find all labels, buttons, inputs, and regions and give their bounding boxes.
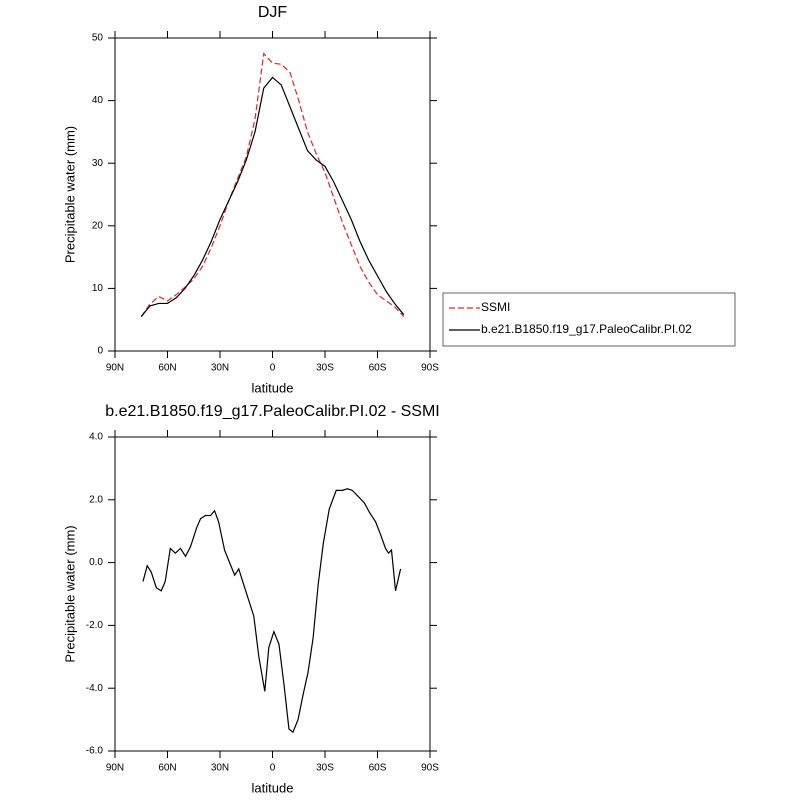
y-tick-label: 4.0 xyxy=(89,432,103,443)
y-tick-label: 30 xyxy=(92,158,104,169)
x-tick-label: 30N xyxy=(211,363,229,374)
y-tick-label: 10 xyxy=(92,283,104,294)
x-tick-label: 30N xyxy=(211,763,229,774)
x-tick-label: 0 xyxy=(270,363,276,374)
x-tick-label: 90N xyxy=(106,763,124,774)
chart-title: b.e21.B1850.f19_g17.PaleoCalibr.PI.02 - … xyxy=(105,403,439,420)
x-tick-label: 90N xyxy=(106,363,124,374)
data-line xyxy=(140,52,405,317)
legend-label: b.e21.B1850.f19_g17.PaleoCalibr.PI.02 xyxy=(481,322,692,336)
x-tick-label: 90S xyxy=(421,363,439,374)
x-tick-label: 60N xyxy=(158,763,176,774)
x-tick-label: 30S xyxy=(316,363,334,374)
y-axis-label: Precipitable water (mm) xyxy=(62,126,77,263)
x-axis-label: latitude xyxy=(252,780,294,795)
y-tick-label: 50 xyxy=(92,33,104,44)
x-tick-label: 0 xyxy=(270,763,276,774)
x-tick-label: 30S xyxy=(316,763,334,774)
y-tick-label: 0 xyxy=(97,346,103,357)
x-axis-label: latitude xyxy=(252,380,294,395)
y-axis-label: Precipitable water (mm) xyxy=(62,525,77,662)
chart-title: DJF xyxy=(258,4,288,21)
legend-label: SSMI xyxy=(481,300,510,314)
x-tick-label: 60S xyxy=(369,363,387,374)
y-tick-label: 20 xyxy=(92,220,104,231)
y-tick-label: 2.0 xyxy=(89,494,103,505)
y-tick-label: -2.0 xyxy=(86,620,104,631)
x-tick-label: 90S xyxy=(421,763,439,774)
data-line xyxy=(142,488,402,734)
x-tick-label: 60S xyxy=(369,763,387,774)
y-tick-label: 40 xyxy=(92,95,104,106)
y-tick-label: -4.0 xyxy=(86,683,104,694)
x-tick-label: 60N xyxy=(158,363,176,374)
legend-box xyxy=(442,292,736,347)
y-tick-label: 0.0 xyxy=(89,557,103,568)
data-line xyxy=(140,76,405,317)
plot-frame xyxy=(114,436,431,752)
y-tick-label: -6.0 xyxy=(86,746,104,757)
plot-frame xyxy=(114,37,431,352)
